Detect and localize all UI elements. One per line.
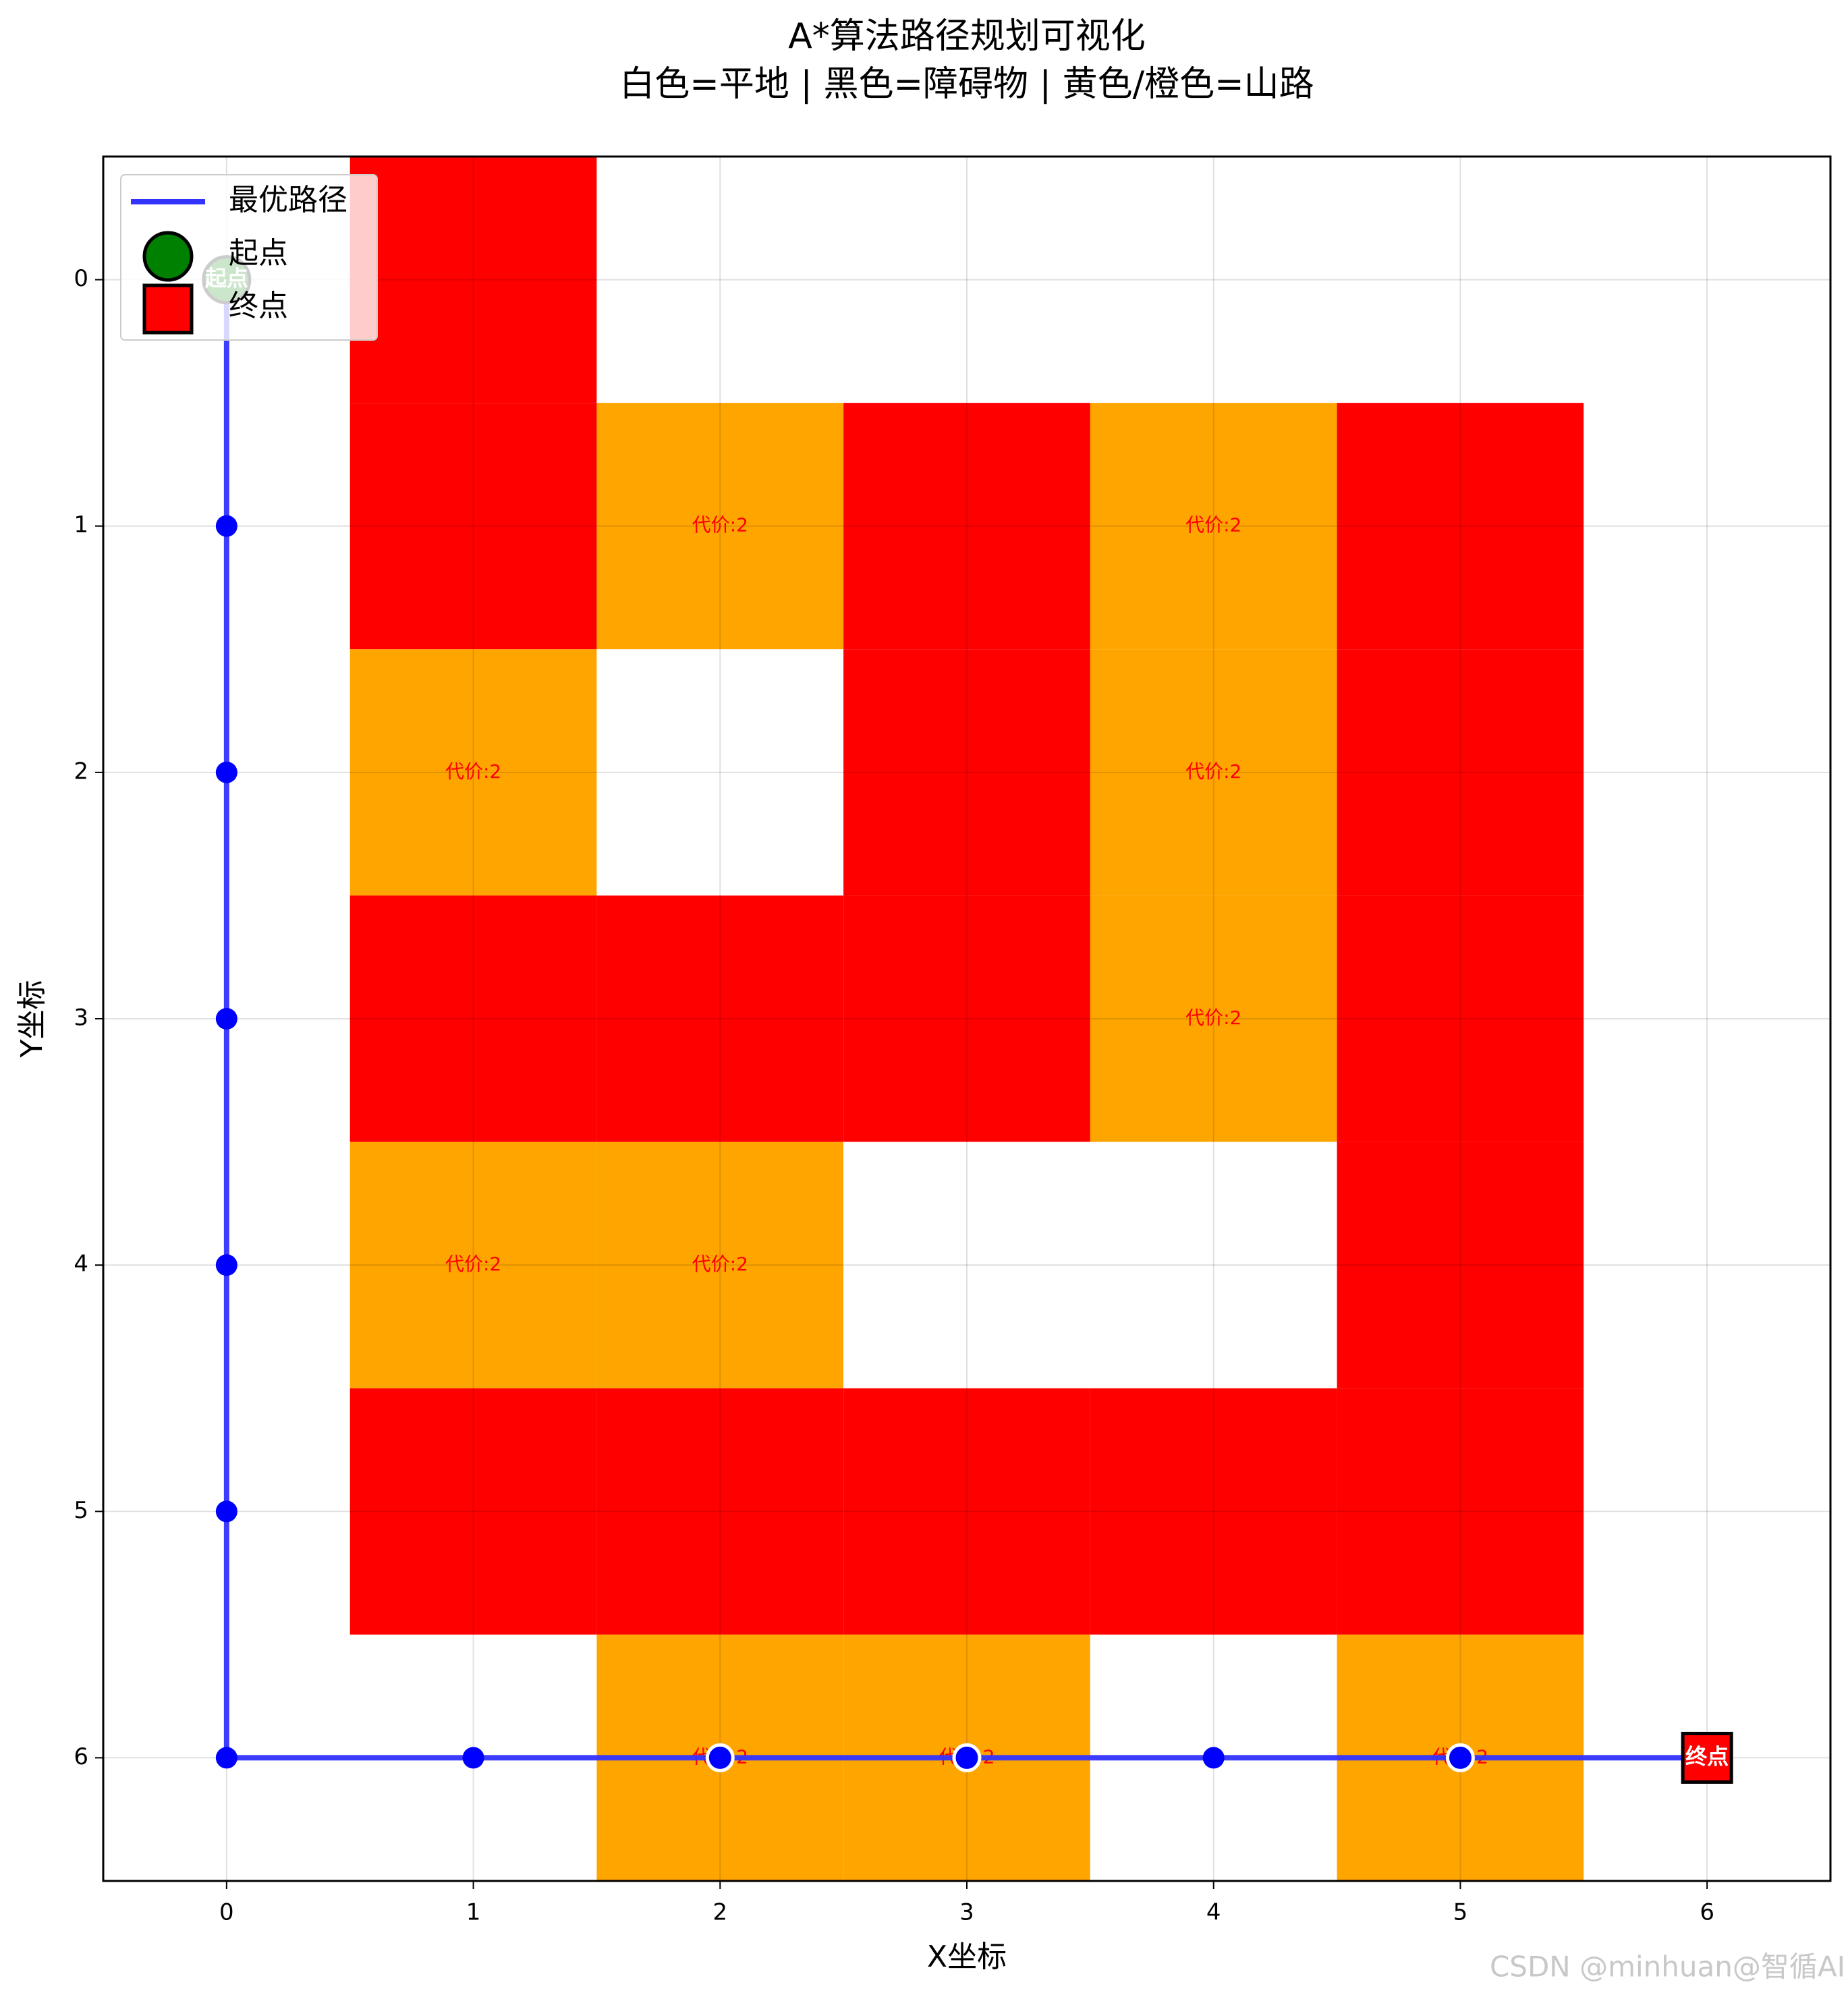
- cell: [1584, 649, 1830, 896]
- cell: [843, 649, 1090, 896]
- cell: [349, 895, 597, 1142]
- end-marker: [1681, 1731, 1733, 1784]
- cell: [1090, 157, 1337, 403]
- cost-label: 代价:2: [1185, 514, 1241, 536]
- y-axis-label: Y坐标: [15, 980, 49, 1059]
- y-tick-label: 3: [74, 1005, 88, 1032]
- x-tick-label: 5: [1453, 1899, 1468, 1926]
- cell: [1090, 895, 1337, 1142]
- cell: [1584, 403, 1830, 650]
- legend-label: 起点: [229, 236, 288, 271]
- x-tick-label: 6: [1700, 1899, 1714, 1926]
- x-tick-label: 2: [712, 1899, 727, 1926]
- legend-start: [142, 231, 194, 282]
- cell: [349, 403, 597, 650]
- path-point: [952, 1743, 982, 1772]
- path-point: [705, 1743, 735, 1772]
- y-tick-label: 5: [74, 1497, 88, 1524]
- cell: [596, 157, 844, 403]
- cost-label: 代价:2: [1185, 760, 1241, 783]
- cell: [596, 895, 844, 1142]
- cell: [843, 1388, 1090, 1635]
- cell: [1584, 1142, 1830, 1388]
- path-point: [215, 1747, 237, 1769]
- x-tick-label: 0: [219, 1899, 234, 1926]
- cell: [596, 403, 844, 650]
- path-point: [462, 1747, 484, 1769]
- y-tick-label: 2: [74, 758, 88, 785]
- cell: [1090, 403, 1337, 650]
- path-point: [215, 515, 237, 537]
- cell: [349, 1142, 597, 1388]
- path-point: [215, 1500, 237, 1523]
- cell: [596, 1142, 844, 1388]
- cell: [1584, 895, 1830, 1142]
- path-point: [215, 1008, 237, 1030]
- y-tick-label: 0: [74, 265, 88, 292]
- chart-subtitle: 白色=平地 | 黑色=障碍物 | 黄色/橙色=山路: [619, 64, 1314, 105]
- path-point: [215, 761, 237, 783]
- chart-title: A*算法路径规划可视化: [788, 16, 1146, 57]
- cost-label: 代价:2: [692, 1253, 748, 1275]
- path-point: [215, 1254, 237, 1276]
- x-tick-label: 1: [466, 1899, 481, 1926]
- cell: [596, 1388, 844, 1635]
- y-tick-label: 1: [74, 511, 88, 538]
- cell: [843, 895, 1090, 1142]
- path-point: [1445, 1743, 1475, 1772]
- end-label: 终点: [1685, 1743, 1729, 1769]
- y-tick-label: 6: [74, 1743, 88, 1770]
- watermark: CSDN @minhuan@智循AI: [1490, 1950, 1845, 1984]
- cell: [1337, 403, 1584, 650]
- cell: [1337, 1142, 1584, 1388]
- legend-end: [142, 283, 194, 335]
- cost-label: 代价:2: [692, 514, 748, 536]
- y-tick-label: 4: [74, 1251, 88, 1278]
- x-axis-label: X坐标: [927, 1940, 1007, 1974]
- cell: [1337, 157, 1584, 403]
- cell: [596, 649, 844, 896]
- cell: [1337, 649, 1584, 896]
- legend-label: 最优路径: [229, 183, 347, 217]
- cell: [1337, 1388, 1584, 1635]
- cell: [843, 1142, 1090, 1388]
- cell: [1584, 157, 1830, 403]
- legend-label: 终点: [229, 289, 288, 323]
- cell: [843, 157, 1090, 403]
- cell: [1337, 895, 1584, 1142]
- cell: [349, 157, 597, 403]
- cell: [349, 1388, 597, 1635]
- cell: [349, 649, 597, 896]
- cell: [1090, 649, 1337, 896]
- cell: [1090, 1142, 1337, 1388]
- path-point: [1202, 1747, 1225, 1769]
- cell: [843, 403, 1090, 650]
- cost-label: 代价:2: [445, 760, 501, 783]
- cell: [1090, 1388, 1337, 1635]
- cost-label: 代价:2: [445, 1253, 501, 1275]
- cost-label: 代价:2: [1185, 1007, 1241, 1029]
- cell: [1584, 1388, 1830, 1635]
- x-tick-label: 3: [959, 1899, 974, 1926]
- x-tick-label: 4: [1206, 1899, 1221, 1926]
